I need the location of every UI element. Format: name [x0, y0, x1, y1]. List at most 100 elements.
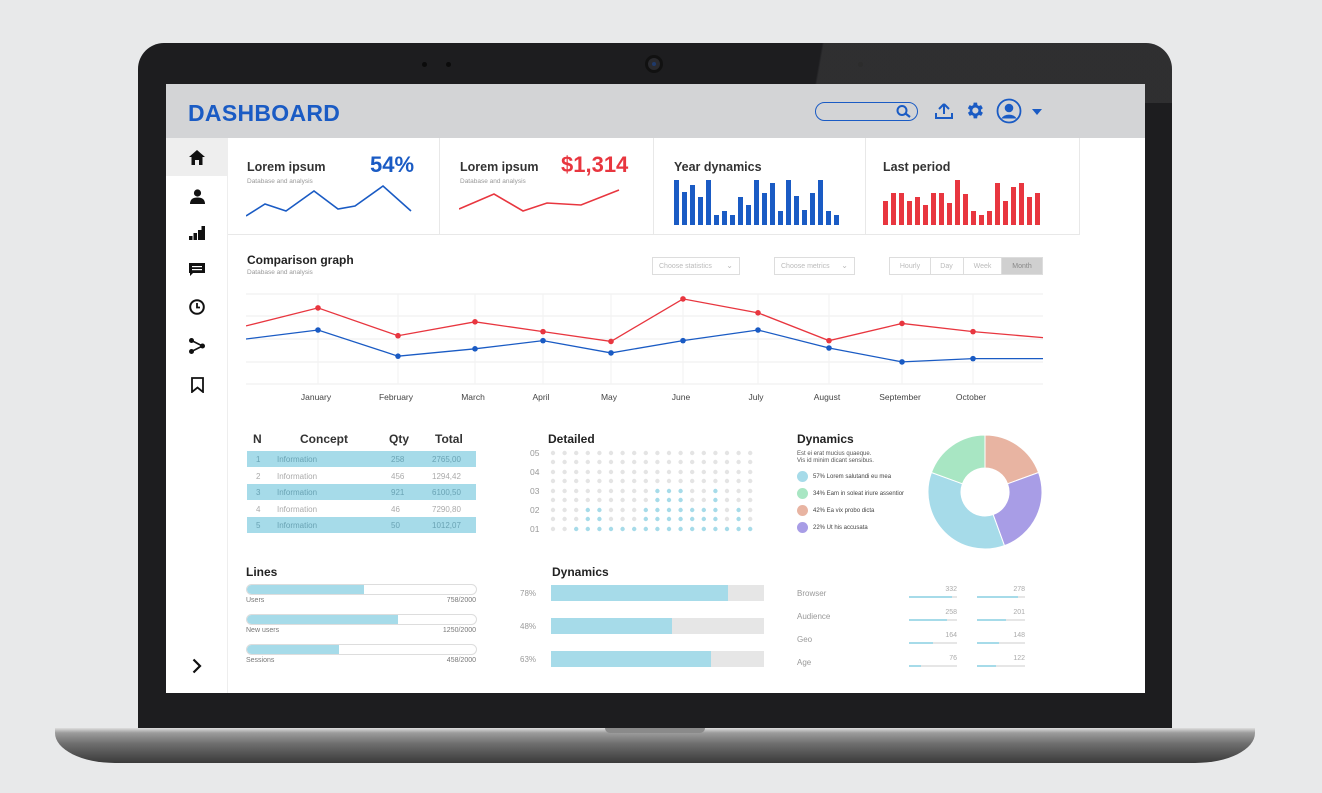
last-period-bar: [947, 203, 952, 225]
card-title: Last period: [883, 160, 951, 174]
sparkline-blue: [246, 184, 412, 217]
webcam: [645, 55, 663, 73]
sidebar-item-stats[interactable]: [186, 222, 208, 244]
dynamics-desc: Est ei erat mucius quaeque.: [797, 451, 872, 457]
clock-icon: [189, 299, 205, 315]
share-icon: [189, 338, 205, 354]
table-row[interactable]: 5 Information 50 1012,07: [247, 517, 476, 534]
matrix-dot: [666, 459, 672, 465]
stat-line-fill: [909, 642, 933, 644]
matrix-dot: [655, 526, 660, 532]
data-point: [899, 320, 905, 327]
matrix-dot: [562, 488, 567, 494]
matrix-dot: [690, 526, 695, 532]
sidebar-item-share[interactable]: [186, 335, 208, 357]
x-tick-label: September: [879, 392, 921, 402]
matrix-dot: [608, 478, 614, 484]
matrix-dot: [713, 459, 718, 465]
upload-icon[interactable]: [934, 102, 954, 120]
matrix-dot: [666, 478, 672, 484]
card-title: Year dynamics: [674, 160, 762, 174]
matrix-dot: [643, 507, 648, 513]
search-icon[interactable]: [895, 104, 913, 119]
gear-icon[interactable]: [964, 100, 985, 121]
stat-value: 258: [945, 609, 957, 616]
period-month[interactable]: Month: [1002, 257, 1043, 275]
year-dynamics-bar: [786, 180, 791, 225]
progress-value: 1250/2000: [442, 627, 476, 634]
matrix-dot: [748, 478, 753, 484]
progress-value: 458/2000: [446, 657, 476, 664]
progress-bar: [246, 584, 477, 595]
period-week[interactable]: Week: [964, 257, 1002, 275]
matrix-dot: [620, 497, 625, 503]
stat-line: [977, 642, 1025, 644]
progress-bar: [246, 644, 477, 655]
period-hourly[interactable]: Hourly: [889, 257, 931, 275]
table-cell: 2765,00: [432, 455, 461, 464]
matrix-dot: [701, 497, 706, 503]
avatar-icon[interactable]: [996, 98, 1022, 124]
matrix-dot: [597, 497, 602, 503]
matrix-dot: [701, 516, 706, 522]
stat-line: [909, 642, 957, 644]
table-row[interactable]: 3 Information 921 6100,50: [247, 484, 476, 501]
sidebar-item-bookmarks[interactable]: [186, 374, 208, 396]
stat-line: [909, 596, 957, 598]
sidebar-item-messages[interactable]: [186, 259, 208, 281]
year-dynamics-bar: [706, 180, 711, 225]
matrix-dot: [597, 507, 602, 513]
data-point: [395, 353, 401, 359]
matrix-dot: [608, 459, 614, 465]
matrix-dot: [632, 478, 637, 484]
expand-sidebar-button[interactable]: [186, 655, 208, 677]
matrix-dot: [701, 526, 706, 532]
matrix-dot: [666, 450, 672, 456]
period-day[interactable]: Day: [930, 257, 964, 275]
table-row[interactable]: 2 Information 456 1294,42: [247, 468, 476, 484]
matrix-dot: [713, 488, 718, 494]
matrix-dot: [655, 497, 660, 503]
last-period-card: Last period: [866, 138, 1080, 235]
sidebar-item-user[interactable]: [186, 185, 208, 207]
data-point: [540, 328, 546, 335]
year-dynamics-bar: [794, 196, 799, 225]
table-row[interactable]: 1 Information 258 2765,00: [247, 451, 476, 467]
choose-metrics-dropdown[interactable]: Choose metrics ⌄: [774, 257, 855, 275]
matrix-dot: [597, 526, 602, 532]
dynamics-bars-title: Dynamics: [552, 565, 609, 579]
matrix-dot: [666, 497, 672, 503]
dynamics-pie-title: Dynamics: [797, 432, 854, 446]
matrix-dot: [620, 450, 625, 456]
donut-slice: [927, 471, 1006, 550]
year-dynamics-bar: [762, 193, 767, 225]
choose-statistics-dropdown[interactable]: Choose statistics ⌄: [652, 257, 740, 275]
search-input[interactable]: [815, 102, 918, 121]
legend-item: 34% Eam in soleat iriure assentior: [797, 488, 904, 499]
col-header-concept: Concept: [300, 432, 348, 446]
x-tick-label: May: [601, 392, 618, 402]
chevron-down-icon[interactable]: [1032, 109, 1042, 115]
matrix-dot: [632, 507, 637, 513]
matrix-dot: [724, 516, 730, 522]
matrix-dot: [655, 459, 660, 465]
dynamics-bar: [551, 651, 764, 667]
dropdown-label: Choose metrics: [781, 263, 830, 270]
matrix-dot: [678, 459, 683, 465]
last-period-bar: [955, 180, 960, 225]
year-dynamics-card: Year dynamics: [654, 138, 866, 235]
user-icon: [189, 188, 205, 204]
matrix-dot: [690, 507, 695, 513]
table-cell: 258: [391, 455, 405, 464]
year-dynamics-bar: [834, 215, 839, 225]
table-row[interactable]: 4 Information 46 7290,80: [247, 501, 476, 517]
matrix-dot: [620, 469, 625, 475]
sidebar-item-history[interactable]: [186, 296, 208, 318]
matrix-dot: [585, 507, 590, 513]
matrix-dot: [608, 488, 614, 494]
last-period-bar: [1027, 197, 1032, 225]
sidebar-item-home[interactable]: [166, 138, 228, 176]
matrix-dot: [690, 516, 695, 522]
progress-label: New users: [246, 627, 280, 634]
x-tick-label: January: [301, 392, 332, 402]
